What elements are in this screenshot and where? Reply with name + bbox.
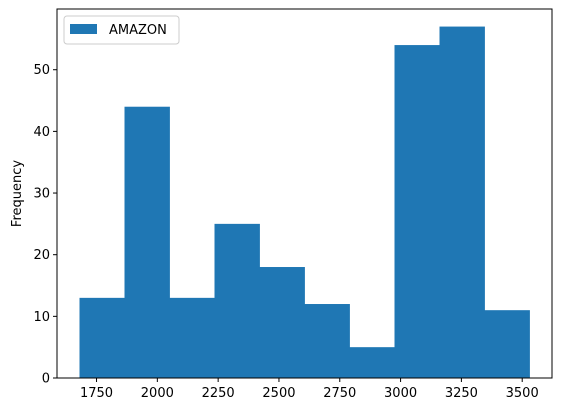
legend: AMAZON [63, 15, 180, 45]
histogram-bar [304, 304, 350, 378]
y-axis: 0 10 20 30 40 50 [33, 63, 57, 387]
legend-swatch [70, 24, 97, 34]
legend-label: AMAZON [109, 23, 167, 38]
x-tick-label: 2500 [262, 386, 295, 401]
x-tick-label: 2250 [202, 386, 235, 401]
histogram-bar [169, 297, 215, 378]
x-tick-label: 3000 [384, 386, 417, 401]
plot-frame [56, 8, 553, 379]
histogram-bar [214, 223, 260, 378]
histogram-bar [349, 347, 395, 378]
x-tick-label: 1750 [80, 386, 113, 401]
histogram-bar [394, 45, 440, 378]
y-tick-label: 40 [33, 125, 50, 140]
y-tick-label: 50 [33, 63, 50, 78]
histogram-bar [259, 267, 305, 378]
y-tick-label: 20 [33, 248, 50, 263]
y-axis-title: Frequency [10, 160, 25, 227]
x-tick-label: 3500 [506, 386, 539, 401]
y-tick-label: 10 [33, 310, 50, 325]
histogram-bar [484, 310, 530, 378]
histogram-bar [124, 106, 170, 378]
histogram-bar [439, 26, 485, 378]
y-tick-label: 0 [42, 372, 50, 387]
x-tick-label: 2000 [141, 386, 174, 401]
x-axis: 1750 2000 2250 2500 2750 3000 3250 3500 [80, 378, 539, 401]
x-tick-label: 3250 [445, 386, 478, 401]
x-tick-label: 2750 [323, 386, 356, 401]
histogram-bar [79, 297, 125, 378]
legend-frame [63, 15, 180, 45]
y-tick-label: 30 [33, 187, 50, 202]
bars-group [79, 26, 530, 378]
